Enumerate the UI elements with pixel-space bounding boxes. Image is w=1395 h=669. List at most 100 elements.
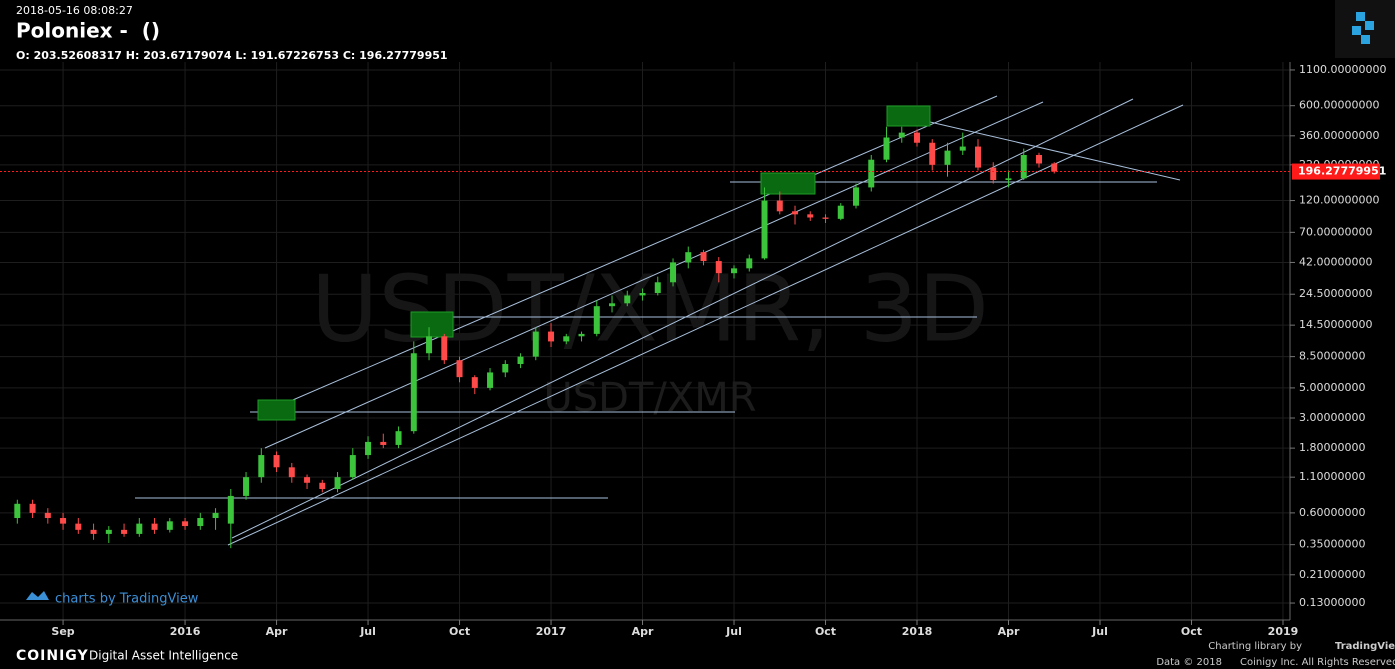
x-tick-label: Oct	[815, 625, 836, 638]
tagline: Digital Asset Intelligence	[89, 649, 238, 663]
candle-body	[563, 336, 570, 342]
candle-body	[1036, 154, 1043, 164]
resistance-line	[899, 114, 1181, 181]
candle-body	[685, 252, 692, 263]
y-tick-label: 600.00000000	[1299, 99, 1379, 112]
candle-body	[837, 205, 844, 219]
candle-body	[959, 146, 966, 151]
candle-body	[914, 132, 921, 143]
candle-body	[90, 529, 97, 534]
candle-body	[700, 252, 707, 262]
y-tick-label: 0.60000000	[1299, 506, 1365, 519]
candle-body	[883, 137, 890, 160]
candle-body	[898, 132, 905, 138]
highlight-box	[886, 105, 931, 127]
y-tick-label: 120.00000000	[1299, 194, 1379, 207]
data-credit: Data © 2018	[1156, 657, 1222, 668]
x-tick-label: Oct	[1181, 625, 1202, 638]
candle-body	[14, 503, 21, 519]
candle-body	[868, 159, 875, 188]
candle-body	[654, 282, 661, 294]
candle-body	[532, 331, 539, 357]
candle-body	[197, 518, 204, 527]
x-tick-label: Oct	[449, 625, 470, 638]
x-tick-label: Jul	[359, 625, 376, 638]
candle-body	[29, 503, 36, 513]
x-tick-label: 2019	[1268, 625, 1299, 638]
x-tick-label: Jul	[1091, 625, 1108, 638]
y-tick-label: 42.00000000	[1299, 255, 1372, 268]
y-tick-label: 70.00000000	[1299, 225, 1372, 238]
candle-body	[60, 518, 67, 524]
y-tick-label: 1.10000000	[1299, 470, 1365, 483]
watermark-title: USDT/XMR, 3D	[311, 255, 989, 362]
trend-line	[264, 95, 998, 413]
highlight-box	[257, 399, 296, 421]
y-tick-label: 8.50000000	[1299, 350, 1365, 363]
x-tick-label: Apr	[266, 625, 288, 638]
candle-body	[441, 336, 448, 361]
y-tick-label: 1100.00000000	[1299, 63, 1386, 76]
y-tick-label: 5.00000000	[1299, 381, 1365, 394]
lib-name: TradingView	[1335, 641, 1395, 652]
candle-body	[578, 333, 585, 337]
candle-body	[853, 187, 860, 206]
y-tick-label: 0.13000000	[1299, 596, 1365, 609]
highlight-box	[410, 311, 454, 338]
tv-credit[interactable]: charts by TradingView	[55, 592, 199, 607]
candle-body	[807, 214, 814, 218]
candle-body	[243, 477, 250, 496]
candle-body	[105, 529, 112, 534]
y-tick-label: 360.00000000	[1299, 129, 1379, 142]
candle-body	[166, 521, 173, 530]
candle-body	[136, 523, 143, 534]
candle-body	[44, 512, 51, 519]
candle-body	[1005, 178, 1012, 181]
candle-body	[746, 258, 753, 269]
timestamp: 2018-05-16 08:08:27	[16, 4, 133, 17]
candle-body	[639, 293, 646, 296]
candle-body	[792, 211, 799, 215]
y-tick-label: 0.21000000	[1299, 568, 1365, 581]
candle-body	[1051, 163, 1058, 172]
candle-body	[822, 217, 829, 219]
ohlc: O: 203.52608317 H: 203.67179074 L: 191.6…	[16, 49, 448, 62]
y-tick-label: 1.80000000	[1299, 441, 1365, 454]
candle-body	[319, 482, 326, 489]
candle-body	[944, 150, 951, 165]
candle-body	[670, 262, 677, 283]
candle-body	[487, 372, 494, 388]
x-tick-label: Apr	[632, 625, 654, 638]
x-tick-label: Sep	[51, 625, 74, 638]
candle-body	[975, 146, 982, 168]
candle-body	[227, 495, 234, 524]
candle-body	[731, 268, 738, 274]
candle-body	[990, 167, 997, 181]
candle-body	[548, 331, 555, 342]
candle-body	[365, 441, 372, 456]
candle-body	[1020, 154, 1027, 179]
candle-body	[212, 512, 219, 519]
exchange: Poloniex - ()	[16, 19, 160, 43]
logo	[1352, 12, 1374, 44]
candle-body	[593, 306, 600, 334]
tv-logo	[26, 591, 49, 600]
candle-body	[715, 261, 722, 274]
candle-body	[334, 477, 341, 489]
trend-line	[264, 101, 1044, 449]
candle-body	[502, 364, 509, 373]
x-tick-label: 2018	[902, 625, 933, 638]
highlight-box	[760, 172, 816, 195]
candle-body	[776, 200, 783, 212]
y-tick-label: 3.00000000	[1299, 411, 1365, 424]
candle-body	[609, 303, 616, 307]
candles	[14, 126, 1058, 549]
x-tick-label: Apr	[998, 625, 1020, 638]
candle-body	[426, 336, 433, 354]
x-tick-label: 2016	[170, 625, 201, 638]
candle-body	[151, 523, 158, 530]
x-tick-label: 2017	[536, 625, 567, 638]
watermark-subtitle: USDT/XMR	[543, 375, 756, 421]
candle-body	[395, 431, 402, 445]
